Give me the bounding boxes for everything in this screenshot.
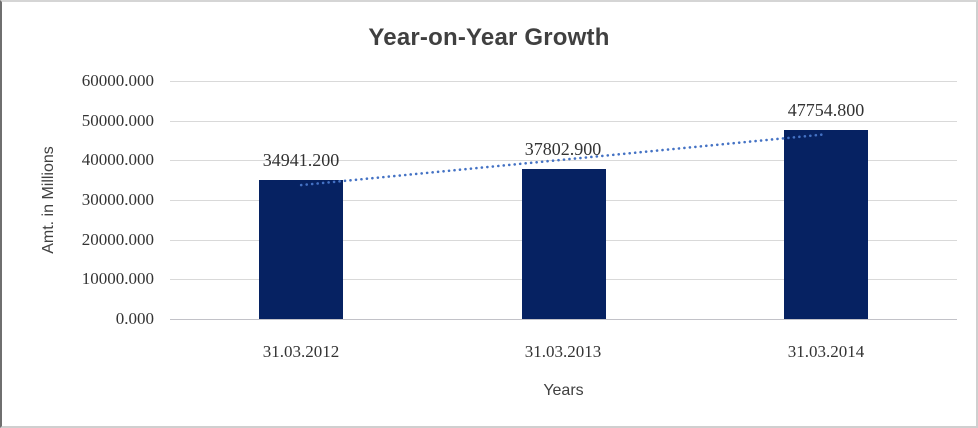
x-axis-line [170,319,957,320]
bar-data-label: 37802.900 [524,139,602,159]
y-tick-label: 20000.000 [81,230,154,249]
y-tick-label: 60000.000 [81,71,154,90]
x-tick-label: 31.03.2012 [262,342,340,361]
bar [522,169,606,319]
x-tick-label: 31.03.2014 [787,342,865,361]
bar [784,130,868,319]
y-tick-label: 10000.000 [81,269,154,288]
gridline [170,121,957,122]
y-tick-label: 40000.000 [81,150,154,169]
x-tick-label: 31.03.2013 [524,342,602,361]
bar-data-label: 34941.200 [262,150,340,170]
x-axis-title: Years [543,382,584,399]
bar [259,180,343,319]
y-tick-label: 50000.000 [81,111,154,130]
chart-title: Year-on-Year Growth [368,24,610,51]
gridline [170,81,957,82]
bar-data-label: 47754.800 [787,100,865,120]
y-tick-label: 30000.000 [81,190,154,209]
y-tick-label: 0.000 [115,309,154,328]
